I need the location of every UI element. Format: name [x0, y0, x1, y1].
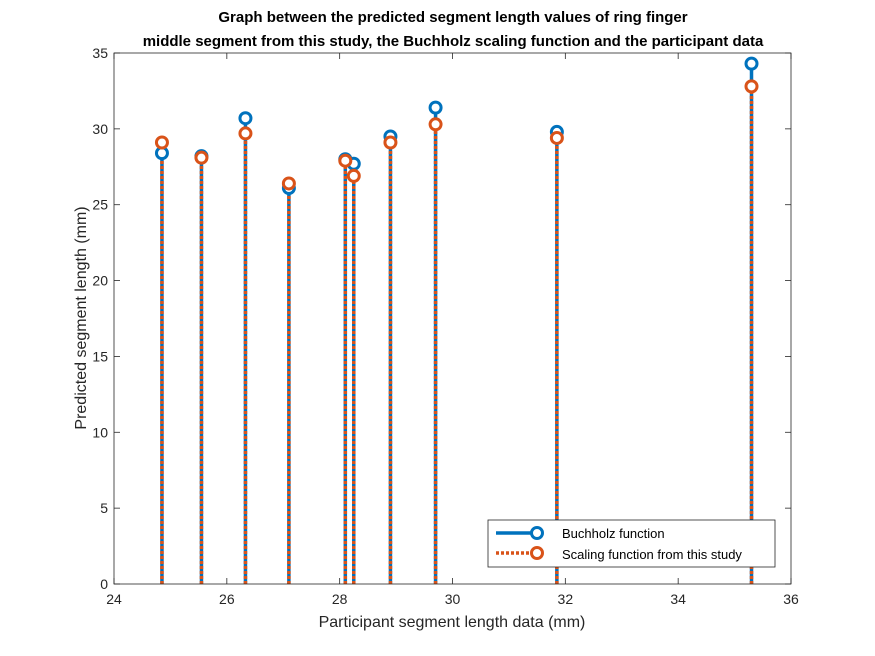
stem-marker-s1-0: [154, 135, 169, 150]
stem-marker-s1-7: [428, 117, 443, 132]
y-tick-label-3: 15: [92, 348, 108, 364]
x-tick-label-5: 34: [670, 591, 686, 607]
y-tick-label-6: 30: [92, 121, 108, 137]
stem-marker-s1-9: [744, 79, 759, 94]
stem-marker-s1-3: [281, 176, 296, 191]
y-tick-label-1: 5: [100, 500, 108, 516]
axes-group: 24 26 28 30 32 34 36 0 5 10 15 20 25 30 35: [92, 45, 799, 607]
stem-marker-s1-6: [383, 135, 398, 150]
stem-marker-s1-4: [338, 153, 353, 168]
x-tick-label-2: 28: [332, 591, 348, 607]
legend-marker-buchholz: [530, 526, 544, 540]
y-tick-label-2: 10: [92, 424, 108, 440]
legend-label-buchholz: Buchholz function: [562, 526, 665, 541]
stem-marker-s1-1: [194, 150, 209, 165]
x-tick-label-6: 36: [783, 591, 799, 607]
x-tick-label-3: 30: [445, 591, 461, 607]
x-tick-label-0: 24: [106, 591, 122, 607]
chart-title-line-2: middle segment from this study, the Buch…: [143, 33, 764, 50]
plot-area: [114, 53, 791, 584]
y-axis-label: Predicted segment length (mm): [73, 206, 90, 429]
y-tick-label-0: 0: [100, 576, 108, 592]
stem-group: [154, 56, 759, 584]
legend-marker-scaling: [530, 546, 544, 560]
stem-marker-s0-2: [238, 111, 253, 126]
y-tick-label-7: 35: [92, 45, 108, 61]
x-axis-label: Participant segment length data (mm): [319, 614, 586, 631]
y-tick-label-5: 25: [92, 197, 108, 213]
chart-title-line-1: Graph between the predicted segment leng…: [218, 9, 687, 26]
y-tick-label-4: 20: [92, 273, 108, 289]
stem-marker-s1-8: [549, 130, 564, 145]
stem-marker-s1-2: [238, 126, 253, 141]
x-tick-label-4: 32: [558, 591, 574, 607]
legend: Buchholz function Scaling function from …: [487, 519, 776, 568]
stem-marker-s0-7: [428, 100, 443, 115]
stem-marker-s0-9: [744, 56, 759, 71]
stem-marker-s1-5: [346, 168, 361, 183]
legend-label-scaling: Scaling function from this study: [562, 547, 742, 562]
x-tick-label-1: 26: [219, 591, 235, 607]
